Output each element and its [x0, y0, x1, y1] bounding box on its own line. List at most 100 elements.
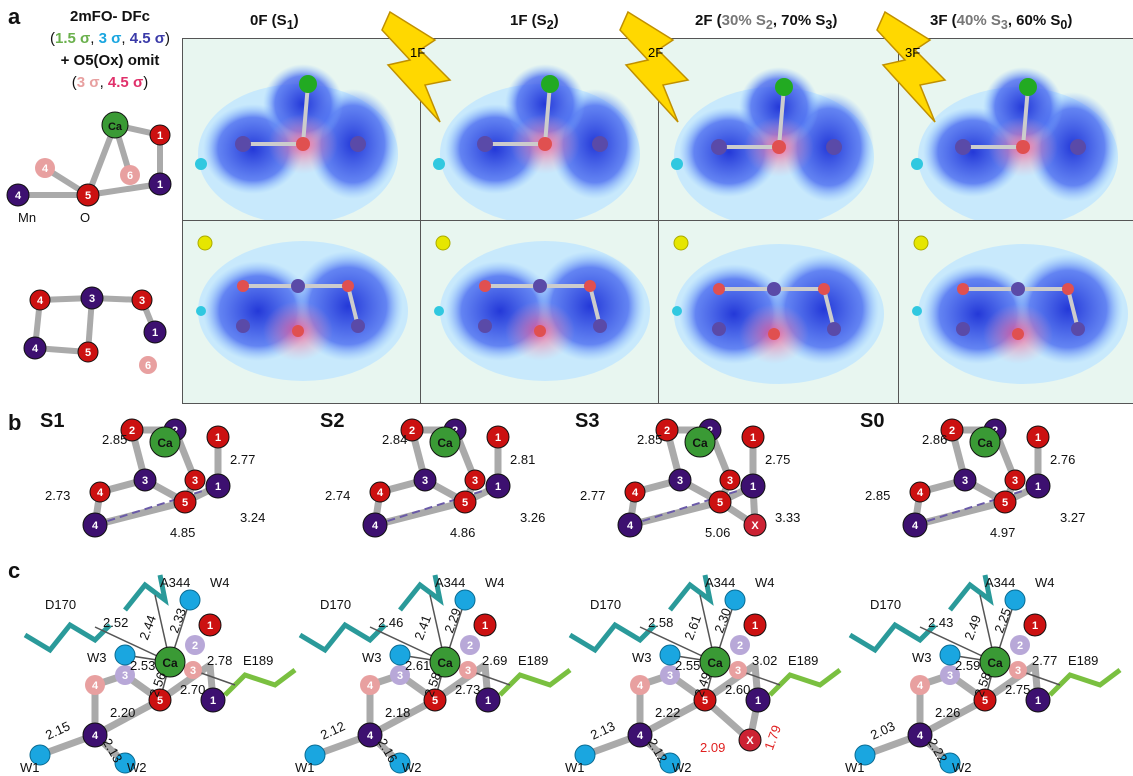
svg-text:1: 1 — [482, 620, 488, 632]
svg-text:3: 3 — [122, 670, 128, 682]
svg-text:X: X — [746, 735, 754, 747]
svg-text:4: 4 — [92, 680, 99, 692]
dist-w3: 2.61 — [405, 658, 431, 673]
legend-line1: 2mFO- DFc — [69, 8, 150, 25]
col-title-2: 2F (30% S2, 70% S3) — [695, 12, 838, 32]
dist-o1: 2.75 — [1005, 682, 1031, 697]
label-e189: E189 — [1068, 653, 1099, 668]
dist-x1: 2.09 — [700, 740, 726, 755]
svg-text:5: 5 — [982, 695, 988, 707]
dist-ca-o: 2.85 — [102, 432, 128, 447]
dist-ca-o: 2.84 — [382, 432, 408, 447]
svg-text:3: 3 — [727, 475, 733, 487]
dist-ca-o: 2.85 — [637, 432, 663, 447]
col-title-0: 0F (S1) — [250, 12, 299, 32]
dist-e189: 2.77 — [1032, 653, 1058, 668]
svg-text:3: 3 — [677, 475, 683, 487]
label-w4: W4 — [1035, 575, 1055, 590]
label-w4: W4 — [485, 575, 505, 590]
dist-o4: 2.77 — [580, 488, 606, 503]
dist-e189: 2.69 — [482, 653, 508, 668]
svg-text:2: 2 — [467, 640, 473, 652]
svg-text:2: 2 — [949, 425, 955, 437]
dist-ca-o: 2.86 — [922, 432, 948, 447]
dist-o1: 2.77 — [230, 452, 256, 467]
svg-text:4: 4 — [917, 680, 924, 692]
svg-text:4: 4 — [32, 343, 39, 355]
label-a344: A344 — [435, 575, 466, 590]
label-w1: W1 — [20, 760, 40, 775]
svg-text:3: 3 — [962, 475, 968, 487]
svg-text:5: 5 — [462, 497, 468, 509]
svg-text:2: 2 — [737, 640, 743, 652]
dist-o1: 2.81 — [510, 452, 536, 467]
label-w2: W2 — [127, 760, 147, 775]
label-w2: W2 — [672, 760, 692, 775]
svg-text:4: 4 — [372, 520, 379, 532]
svg-text:4: 4 — [97, 487, 104, 499]
dist-d170: 2.58 — [648, 615, 674, 630]
svg-text:2F: 2F — [648, 45, 663, 60]
legend-schematic: Ca 1 4 5 6 4 1 4 3 3 4 5 1 6 Mn O — [6, 111, 172, 374]
svg-text:2: 2 — [192, 640, 198, 652]
svg-text:4: 4 — [92, 520, 99, 532]
svg-text:3: 3 — [465, 665, 471, 677]
panel-c-label: c — [8, 558, 21, 583]
svg-text:1: 1 — [750, 481, 756, 493]
svg-text:3: 3 — [192, 475, 198, 487]
svg-text:1: 1 — [1035, 695, 1041, 707]
label-w2: W2 — [402, 760, 422, 775]
label-a344: A344 — [160, 575, 191, 590]
svg-text:1: 1 — [755, 695, 761, 707]
legend-ca: Ca — [108, 121, 123, 133]
flash-icon-2: 2F — [619, 10, 690, 123]
dist-e189: 2.78 — [207, 653, 233, 668]
svg-text:3: 3 — [422, 475, 428, 487]
svg-text:6: 6 — [127, 170, 133, 182]
label-e189: E189 — [788, 653, 819, 668]
svg-text:5: 5 — [717, 497, 723, 509]
density-map-r1-c0 — [182, 220, 422, 404]
density-map-r0-c3 — [898, 38, 1133, 222]
svg-text:3: 3 — [139, 295, 145, 307]
dist-d170: 2.46 — [378, 615, 404, 630]
dist-o4: 2.85 — [865, 488, 891, 503]
legend-o: O — [80, 210, 90, 225]
svg-text:3: 3 — [190, 665, 196, 677]
svg-text:Ca: Ca — [692, 436, 708, 450]
dist-o1: 2.76 — [1050, 452, 1076, 467]
state-label: S3 — [575, 410, 600, 432]
dist-o1: 2.60 — [725, 682, 751, 697]
dist-mn1: 3.27 — [1060, 510, 1086, 525]
dist-45: 2.26 — [935, 705, 961, 720]
svg-text:Ca: Ca — [977, 436, 993, 450]
col-title-1: 1F (S2) — [510, 12, 559, 32]
svg-text:5: 5 — [85, 347, 91, 359]
col-title-3: 3F (40% S3, 60% S0) — [930, 12, 1073, 32]
label-w1: W1 — [565, 760, 585, 775]
dist-d170: 2.43 — [928, 615, 954, 630]
svg-text:4: 4 — [37, 295, 44, 307]
svg-text:1: 1 — [157, 179, 163, 191]
label-a344: A344 — [985, 575, 1016, 590]
svg-text:5: 5 — [1002, 497, 1008, 509]
dist-w3: 2.55 — [675, 658, 701, 673]
density-map-r0-c2 — [658, 38, 900, 222]
dist-o1: 2.73 — [455, 682, 481, 697]
svg-text:3: 3 — [472, 475, 478, 487]
svg-text:2: 2 — [1017, 640, 1023, 652]
svg-text:4: 4 — [917, 730, 924, 742]
label-w4: W4 — [210, 575, 230, 590]
density-map-r1-c3 — [898, 220, 1133, 404]
label-w2: W2 — [952, 760, 972, 775]
dist-o4: 2.73 — [45, 488, 71, 503]
cluster-c-0: 1 2 4 3 3 5 1 4 Ca D170 A344 W4 — [15, 555, 305, 775]
svg-text:3: 3 — [1015, 665, 1021, 677]
svg-text:1: 1 — [207, 620, 213, 632]
svg-text:4: 4 — [627, 520, 634, 532]
svg-text:3: 3 — [397, 670, 403, 682]
svg-text:1F: 1F — [410, 45, 425, 60]
state-label: S1 — [40, 410, 65, 432]
dist-45: 2.18 — [385, 705, 411, 720]
